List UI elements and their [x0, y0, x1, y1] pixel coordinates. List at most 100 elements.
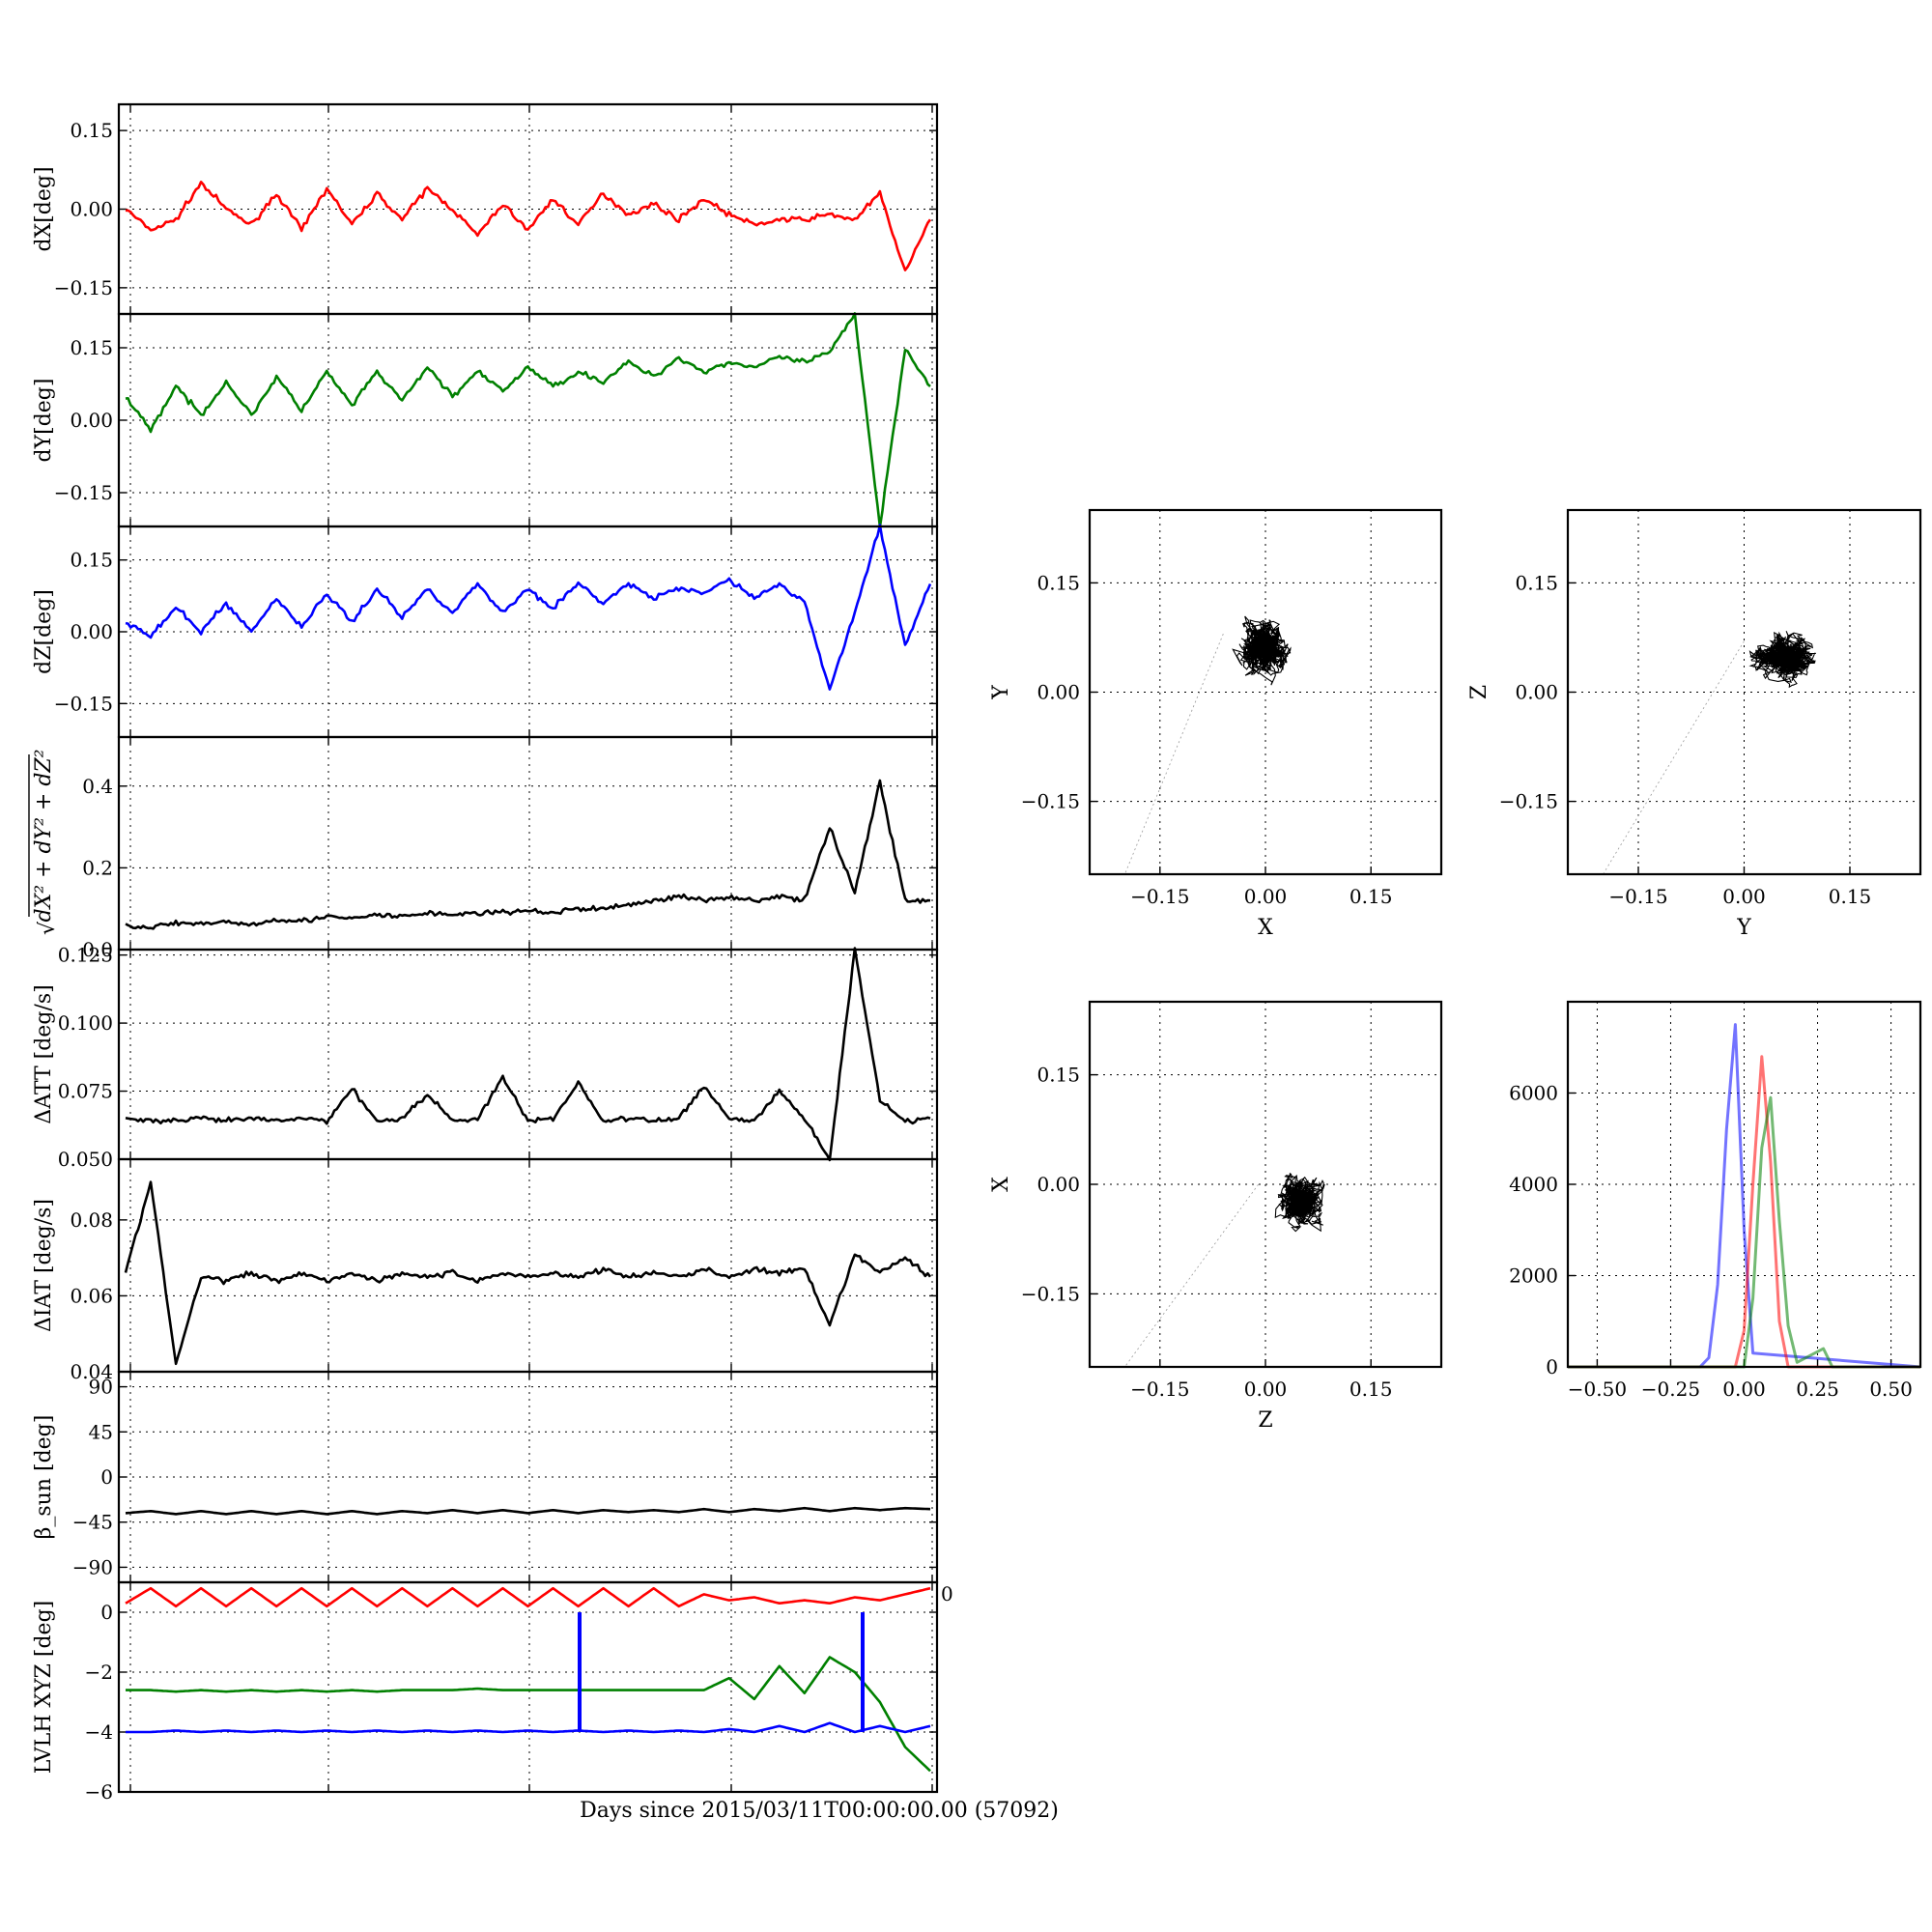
y-tick-label: 90: [89, 1376, 113, 1399]
panel-dx: 0.15 0.00 −0.15 dX[deg]: [32, 102, 939, 316]
y-tick-label: −6: [85, 1780, 113, 1804]
histogram-series-1: [1568, 1055, 1920, 1369]
y-tick-label: 0.00: [1037, 1173, 1080, 1196]
histogram-panel: −0.50 −0.25 0.00 0.25 0.50 6000 4000 2000 0: [1509, 1000, 1922, 1401]
series-line-0: [124, 1180, 932, 1366]
x-tick-label: 0.00: [1722, 885, 1766, 908]
shared-x-axis-label: Days since 2015/03/11T00:00:00.00 (57092…: [580, 1799, 1059, 1823]
x-tick-label: 0.00: [1244, 1378, 1288, 1401]
panel-norm: 0.4 0.2 0.0 √dX² + dY² + dZ²: [28, 735, 939, 961]
y-tick-label: 0: [941, 1582, 953, 1605]
panel-frame: [1088, 508, 1443, 876]
series-line-0: [125, 1506, 931, 1516]
series-line-0: [125, 524, 932, 691]
y-tick-label: 45: [89, 1420, 113, 1443]
x-tick-label: −0.25: [1641, 1378, 1700, 1401]
y-tick-label: 0.00: [1037, 681, 1080, 704]
x-axis-label: X: [1258, 916, 1273, 940]
panel-frame: [117, 948, 939, 1161]
panel-frame: [117, 1157, 939, 1374]
y-tick-label: 4000: [1509, 1173, 1558, 1196]
y-tick-label: 0.15: [70, 549, 113, 572]
y-tick-label: −0.15: [1021, 1282, 1080, 1305]
panel-beta: 90 45 0 −45 −90 β_sun [deg]: [32, 1370, 939, 1584]
y-tick-label: 0.00: [70, 620, 113, 643]
sqrt-sign: √: [36, 921, 60, 935]
y-tick-label: 0.00: [70, 198, 113, 221]
y-tick-label: 0.15: [70, 336, 113, 359]
series-line-0: [125, 947, 931, 1162]
y-axis-label: X: [989, 1177, 1013, 1192]
y-tick-label: −0.15: [1021, 790, 1080, 813]
panel-frame: [117, 735, 939, 952]
x-tick-label: 0.15: [1350, 885, 1393, 908]
y-tick-label: −0.15: [54, 481, 113, 504]
y-tick-label: −0.15: [1499, 790, 1558, 813]
y-tick-label: 0.125: [58, 944, 113, 967]
x-tick-label: 0.50: [1869, 1378, 1913, 1401]
y-tick-label: −0.15: [54, 692, 113, 715]
y-tick-label: 6000: [1509, 1082, 1558, 1105]
y-axis-label: dX[deg]: [32, 166, 56, 251]
y-axis-label: dY[deg]: [32, 379, 56, 463]
x-axis-label: Y: [1736, 916, 1751, 940]
y-axis-label: Y: [989, 685, 1013, 700]
y-tick-label: −90: [72, 1555, 113, 1578]
series-line-0: [125, 779, 931, 930]
y-tick-label: 0.0: [82, 938, 113, 961]
x-tick-label: 0.00: [1244, 885, 1288, 908]
y-tick-label: −4: [85, 1720, 113, 1744]
scatter-outlier-trace: [1603, 640, 1745, 875]
x-tick-label: 0.00: [1722, 1378, 1766, 1401]
x-tick-label: −0.15: [1130, 885, 1189, 908]
x-axis-label: Z: [1258, 1408, 1272, 1433]
x-tick-label: −0.50: [1568, 1378, 1627, 1401]
y-tick-label: 0: [100, 1465, 113, 1489]
y-tick-label: 0.4: [82, 775, 113, 798]
series-line-0: [125, 312, 931, 528]
y-tick-label: −0.15: [54, 276, 113, 299]
scatter-trace: [1748, 631, 1816, 689]
y-tick-label: 0.00: [1515, 681, 1558, 704]
series-line-2: [126, 1721, 931, 1734]
y-axis-label: ΔATT [deg/s]: [32, 984, 56, 1123]
y-axis-label: β_sun [deg]: [32, 1415, 56, 1540]
x-tick-label: 0.15: [1829, 885, 1872, 908]
scatter-panel-xy: −0.15 0.00 0.15 0.15 0.00 −0.15 X Y: [989, 508, 1443, 940]
scatter-outlier-trace: [1124, 634, 1224, 875]
panel-datt: 0.125 0.100 0.075 0.050 ΔATT [deg/s]: [32, 944, 939, 1171]
y-tick-label: 0: [100, 1601, 113, 1624]
panel-frame: [1566, 508, 1922, 876]
y-tick-label: 0.075: [58, 1080, 113, 1103]
series-line-1: [126, 1656, 931, 1773]
scatter-trace: [1274, 1173, 1325, 1233]
x-tick-label: 0.15: [1350, 1378, 1393, 1401]
histogram-series-2: [1568, 1095, 1920, 1369]
scatter-panel-zx: −0.15 0.00 0.15 0.15 0.00 −0.15 Z X: [989, 1000, 1443, 1433]
y-tick-label: 2000: [1509, 1264, 1558, 1288]
series-line-0: [125, 181, 932, 271]
y-tick-label: 0.00: [70, 409, 113, 432]
y-tick-label: 0.100: [58, 1011, 113, 1035]
y-tick-label: 0.06: [70, 1284, 113, 1307]
scatter-outlier-trace: [1124, 1183, 1260, 1368]
y-tick-label: 0.050: [58, 1148, 113, 1171]
panel-frame: [1566, 1000, 1922, 1369]
y-axis-label: dZ[deg]: [32, 589, 56, 674]
x-tick-label: 0.25: [1796, 1378, 1839, 1401]
y-tick-label: 0.15: [70, 119, 113, 142]
y-tick-label: −2: [85, 1661, 113, 1684]
y-axis-label: Z: [1467, 685, 1492, 699]
y-tick-label: 0.15: [1515, 571, 1558, 594]
panel-frame: [117, 1580, 939, 1794]
y-tick-label: 0.15: [1037, 1064, 1080, 1087]
y-tick-label: 0.2: [82, 856, 113, 879]
x-tick-label: −0.15: [1608, 885, 1667, 908]
series-line-0: [125, 1586, 931, 1608]
y-tick-label: −45: [72, 1511, 113, 1534]
panel-diat: 0.08 0.06 0.04 ΔIAT [deg/s]: [32, 1157, 939, 1383]
y-tick-label: 0: [1546, 1355, 1558, 1378]
y-axis-label: LVLH XYZ [deg]: [32, 1601, 56, 1775]
y-tick-label: 0.04: [70, 1360, 113, 1383]
